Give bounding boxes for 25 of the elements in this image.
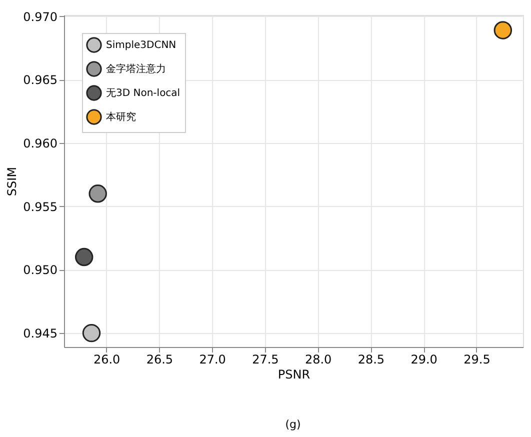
x-tick-label: 28.5: [358, 352, 385, 366]
y-tick-label: 0.960: [23, 136, 58, 150]
y-tick-label: 0.970: [23, 10, 58, 24]
x-tick-label: 29.0: [410, 352, 438, 366]
x-tick-label: 29.5: [464, 352, 490, 366]
point: [74, 248, 94, 266]
text: (g): [285, 418, 301, 431]
point: [88, 184, 107, 203]
legend-label: 金字塔注意力: [106, 63, 166, 75]
legend-label: Simple3DCNN: [106, 40, 176, 51]
x-tick-label: 26.0: [93, 352, 120, 366]
x-tick-label: 27.0: [199, 352, 226, 366]
y-axis-title: SSIM: [5, 166, 20, 196]
y-tick-label: 0.950: [23, 263, 58, 278]
x-tick-label: 27.5: [252, 352, 279, 366]
legend-label: 无3D Non-local: [106, 88, 180, 99]
legend-label: 本研究: [106, 111, 136, 123]
point: [82, 324, 101, 342]
y-tick-label: 0.965: [23, 73, 58, 88]
x-tick-label: 28.0: [304, 352, 332, 366]
point: [494, 21, 512, 40]
y-tick-label: 0.945: [23, 326, 58, 341]
x-axis-title: PSNR: [278, 368, 310, 382]
x-tick-label: 26.5: [146, 352, 174, 366]
y-tick-label: 0.955: [23, 200, 58, 214]
